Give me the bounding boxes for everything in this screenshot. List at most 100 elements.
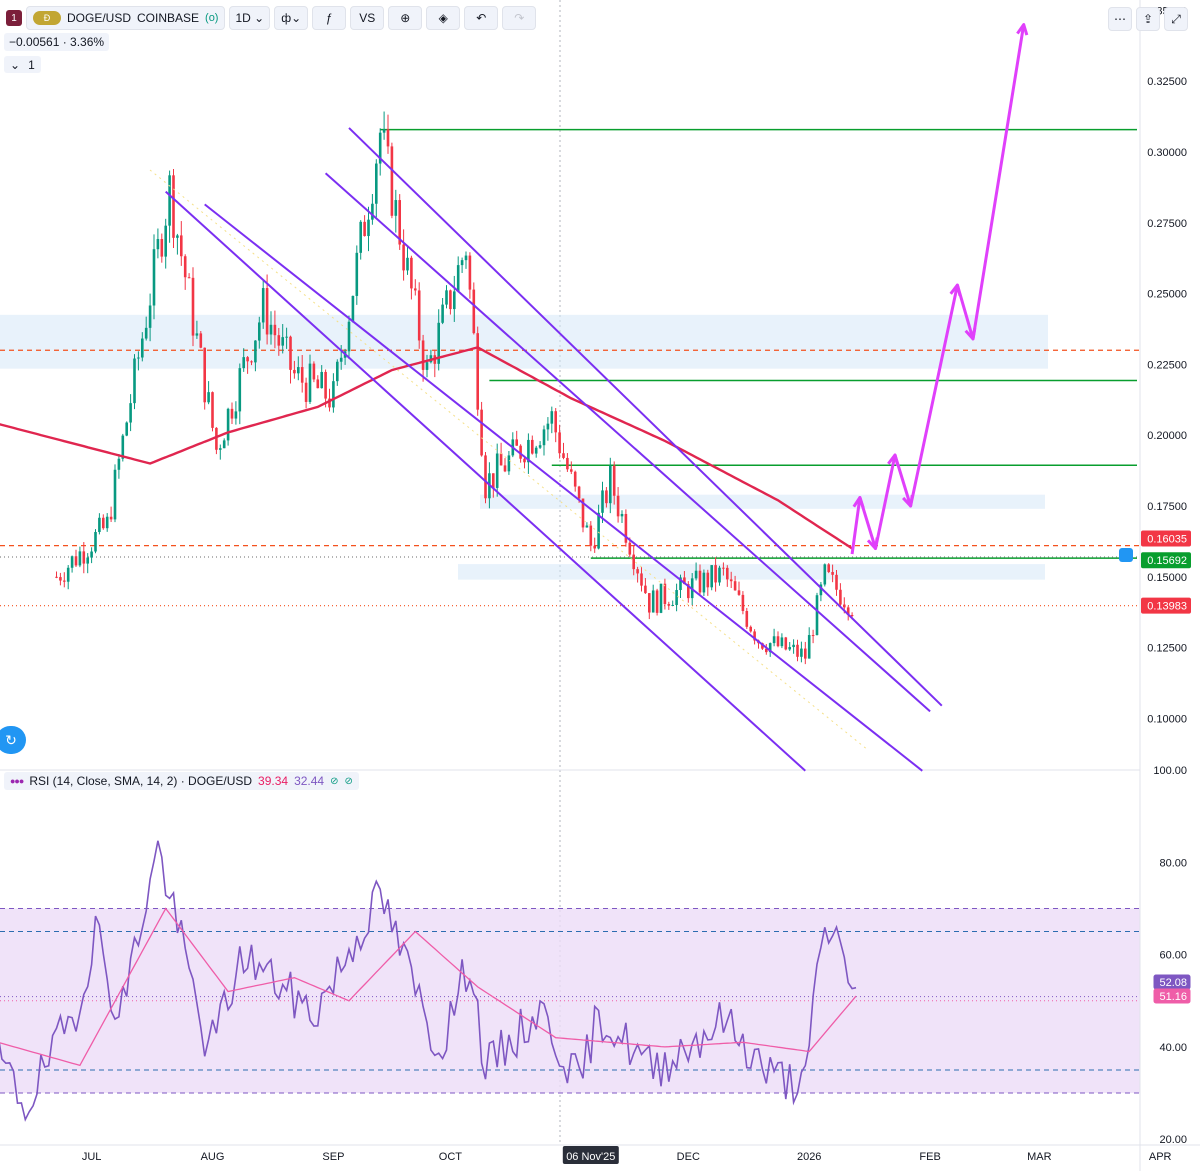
indicators-button[interactable]: ƒ <box>312 6 347 30</box>
candle-body <box>784 637 788 650</box>
candle-body <box>324 371 327 399</box>
time-tick-label: OCT <box>439 1151 463 1163</box>
fullscreen-icon[interactable]: ⤢ <box>1164 7 1188 31</box>
top-toolbar: 1 Ð DOGE/USD COINBASE (o) 1D ⌄ ф⌄ ƒ VS ⊕… <box>0 6 537 30</box>
candle-body <box>554 411 557 433</box>
candle-body <box>312 363 316 380</box>
candle-body <box>406 257 409 271</box>
layers-icon: ◈ <box>438 11 448 25</box>
rsi-legend[interactable]: ●●● RSI (14, Close, SMA, 14, 2) · DOGE/U… <box>4 772 359 790</box>
candle-body <box>74 556 78 566</box>
candle-body <box>464 255 468 261</box>
candle-body <box>531 439 534 454</box>
price-label-text: 0.15692 <box>1147 555 1187 567</box>
interval-selector[interactable]: 1D ⌄ <box>229 6 271 30</box>
candle-body <box>281 337 284 346</box>
channel-line <box>324 172 931 713</box>
candle-body <box>203 347 206 403</box>
candlestick-series <box>55 111 854 665</box>
eye-icon[interactable]: ⊘ <box>330 775 339 787</box>
candle-body <box>168 175 171 226</box>
symbol-selector[interactable]: Ð DOGE/USD COINBASE (o) <box>26 6 226 30</box>
candle-body <box>109 516 113 520</box>
price-tick-label: 0.15000 <box>1147 572 1187 584</box>
candle-body <box>640 573 643 586</box>
candle-body <box>113 469 117 520</box>
candle-body <box>187 277 191 279</box>
candle-body <box>222 440 226 449</box>
drawings-counter[interactable]: ⌄ 1 <box>4 56 41 73</box>
candle-body <box>468 255 472 290</box>
candle-body <box>328 398 331 408</box>
candle-body <box>534 447 538 454</box>
chart-style-button[interactable]: ф⌄ <box>274 6 309 30</box>
candle-body <box>585 525 589 528</box>
fx-icon: ƒ <box>325 11 333 25</box>
candle-body <box>733 581 737 591</box>
candle-body <box>152 249 156 306</box>
ma-line <box>0 346 853 550</box>
candle-body <box>507 455 511 472</box>
candle-body <box>659 583 663 613</box>
symbol-label: DOGE/USD <box>67 11 132 25</box>
candle-body <box>254 340 257 363</box>
candle-body <box>410 257 413 289</box>
candle-body <box>148 305 152 328</box>
compare-button[interactable]: VS <box>350 6 385 30</box>
candle-body <box>624 513 628 543</box>
rsi-pane <box>0 840 1140 1122</box>
candles-icon: ф⌄ <box>281 11 302 25</box>
candle-body <box>687 584 690 599</box>
rsi-value-text: 52.08 <box>1159 977 1187 989</box>
candle-body <box>550 411 554 424</box>
interval-label: 1D <box>235 11 251 25</box>
candle-body <box>581 498 585 528</box>
candle-body <box>371 203 374 220</box>
candle-body <box>632 554 635 570</box>
candle-body <box>59 577 62 581</box>
candle-body <box>667 604 671 606</box>
candle-body <box>480 409 483 456</box>
redo-button[interactable]: ↷ <box>502 6 537 30</box>
drawings-count: 1 <box>28 57 35 72</box>
settings-icon[interactable]: ⊘ <box>344 775 353 787</box>
candle-body <box>351 295 355 322</box>
undo-button[interactable]: ↶ <box>464 6 499 30</box>
candle-body <box>788 647 791 650</box>
candle-body <box>846 607 850 616</box>
more-icon[interactable]: ⋯ <box>1108 7 1132 31</box>
candle-body <box>527 439 530 463</box>
candle-body <box>234 411 238 419</box>
forecast-path <box>850 23 1029 555</box>
candle-body <box>761 643 764 649</box>
candle-body <box>378 132 382 164</box>
candle-body <box>230 408 234 419</box>
time-highlight-box <box>562 1146 619 1164</box>
rsi-value-fill <box>1154 975 1190 989</box>
channel-line <box>348 127 943 707</box>
replay-icon[interactable]: ↻ <box>0 726 26 754</box>
share-icon[interactable]: ⇪ <box>1136 7 1160 31</box>
rsi-sma-value: 32.44 <box>294 774 325 788</box>
candle-body <box>390 146 394 216</box>
candle-body <box>363 221 366 237</box>
candle-body <box>663 583 667 605</box>
alert-plus-icon <box>1119 548 1133 562</box>
candle-body <box>265 288 269 335</box>
exchange-label: COINBASE <box>137 11 200 25</box>
candle-body <box>421 340 425 370</box>
alert-button[interactable]: ⊕ <box>388 6 423 30</box>
candle-body <box>117 458 121 470</box>
candle-body <box>121 435 125 459</box>
chart-number-badge[interactable]: 1 <box>6 10 22 26</box>
candle-body <box>441 304 444 323</box>
layers-button[interactable]: ◈ <box>426 6 461 30</box>
channel-line <box>165 190 806 772</box>
candle-body <box>102 517 105 529</box>
candle-body <box>671 604 674 606</box>
candle-body <box>765 648 768 653</box>
candle-body <box>199 333 203 348</box>
candle-body <box>316 379 320 389</box>
